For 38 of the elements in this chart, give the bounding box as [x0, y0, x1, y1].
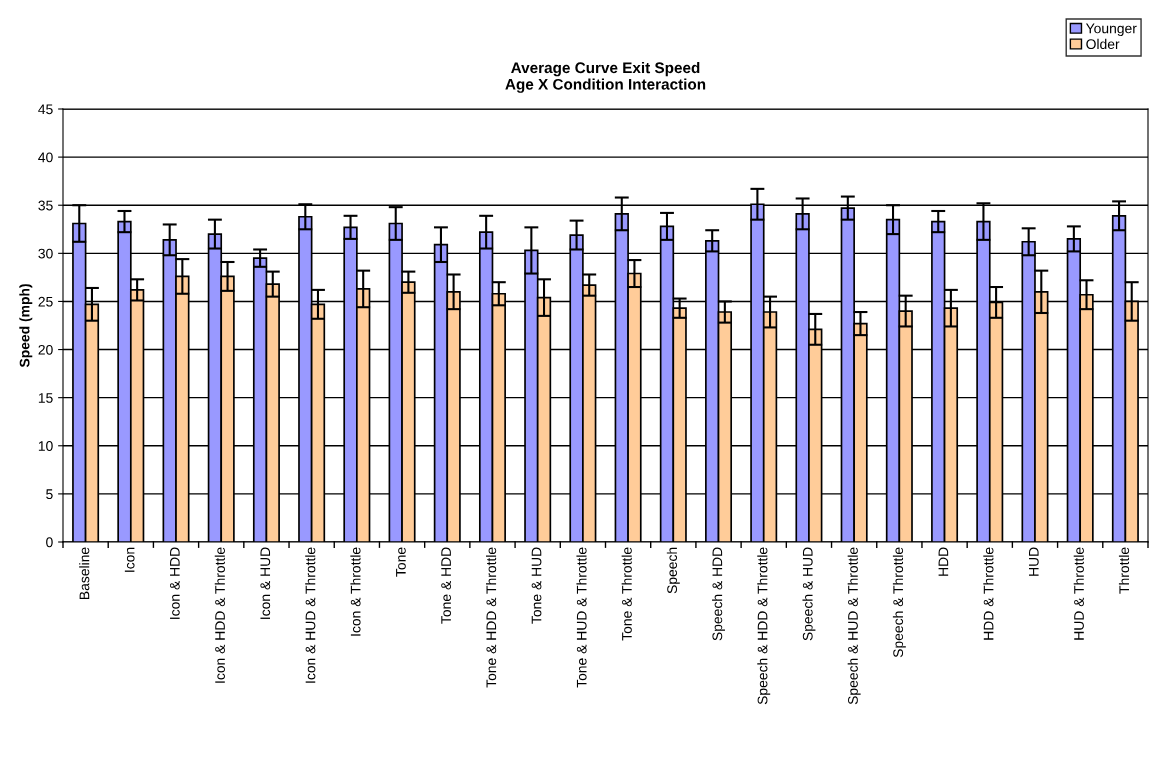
- y-tick-label: 15: [38, 393, 53, 403]
- x-tick-label: Tone: [396, 547, 406, 577]
- chart-title: Average Curve Exit Speed Age X Condition Interaction: [505, 61, 706, 93]
- x-tick-label: HDD & Throttle: [983, 547, 994, 640]
- x-tick-label: Speech & Throttle: [892, 547, 906, 658]
- y-axis-title: Speed (mph): [19, 284, 33, 368]
- x-tick-label: HDD: [938, 547, 949, 576]
- x-tick-label: Icon & Throttle: [350, 547, 361, 636]
- x-tick-label: Tone & HUD & Throttle: [576, 547, 587, 688]
- y-tick-label: 0: [46, 537, 53, 548]
- x-tick-label: Icon & HDD & Throttle: [214, 547, 225, 683]
- x-tick-label: Icon & HUD: [260, 547, 271, 619]
- x-tick-label: Speech & HUD: [802, 547, 816, 641]
- x-tick-label: Throttle: [1118, 547, 1130, 594]
- y-tick-label: 35: [38, 200, 53, 211]
- x-tick-label: Speech & HDD & Throttle: [757, 547, 771, 705]
- y-tick-label: 20: [38, 344, 53, 355]
- x-tick-label: Speech & HUD & Throttle: [847, 547, 861, 705]
- y-tick-label: 5: [46, 489, 53, 500]
- x-tick-label: Speech: [666, 547, 680, 594]
- legend-label: Older: [1086, 38, 1120, 50]
- y-tick-label: 40: [38, 152, 53, 163]
- x-tick-label: Icon: [124, 547, 135, 572]
- y-tick-label: 25: [38, 296, 53, 307]
- y-tick-label: 45: [38, 104, 53, 115]
- x-tick-label: Tone & HDD: [441, 547, 451, 624]
- x-tick-label: Icon & HUD & Throttle: [305, 547, 316, 683]
- x-tick-label: Baseline: [79, 547, 90, 599]
- x-tick-label: HUD & Throttle: [1073, 547, 1084, 640]
- x-tick-label: Speech & HDD: [712, 547, 725, 641]
- x-tick-label: HUD: [1029, 547, 1039, 576]
- x-tick-label: Tone & Throttle: [621, 547, 632, 641]
- x-tick-label: Tone & HUD: [531, 547, 542, 624]
- x-tick-label: Tone & HDD & Throttle: [486, 547, 497, 688]
- y-tick-label: 10: [38, 441, 53, 451]
- x-tick-label: Icon & HDD: [170, 547, 180, 619]
- y-tick-label: 30: [38, 248, 53, 259]
- legend-label: Younger: [1085, 23, 1137, 37]
